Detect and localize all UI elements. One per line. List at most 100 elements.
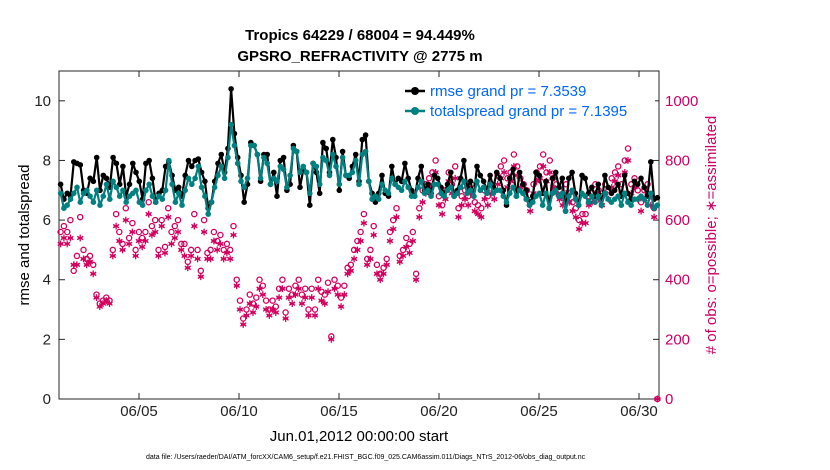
data-point-spread: [582, 193, 588, 199]
assimilated-obs-marker: [266, 312, 273, 319]
data-point-rmse: [189, 163, 195, 170]
data-point-rmse: [605, 184, 611, 191]
data-point-spread: [641, 196, 647, 202]
data-point-rmse: [271, 169, 277, 176]
data-point-spread: [648, 190, 654, 197]
assimilated-obs-marker: [223, 249, 231, 257]
data-point-spread: [566, 193, 572, 199]
possible-obs-marker: [73, 252, 81, 260]
assimilated-obs-marker: [181, 252, 188, 260]
assimilated-obs-marker: [272, 309, 280, 316]
data-point-spread: [185, 175, 192, 182]
data-point-rmse: [516, 169, 523, 176]
data-point-rmse: [648, 159, 654, 165]
assimilated-obs-marker: [83, 261, 91, 269]
data-point-rmse: [130, 160, 136, 167]
data-point-spread: [539, 202, 546, 208]
data-point-rmse: [402, 160, 408, 167]
possible-obs-marker: [256, 276, 263, 283]
possible-obs-marker: [579, 210, 586, 218]
series-lines: [57, 86, 661, 217]
data-point-spread: [218, 163, 225, 170]
assimilated-obs-marker: [334, 291, 342, 298]
data-point-rmse: [477, 172, 484, 179]
data-point-spread: [484, 190, 490, 197]
data-point-spread: [172, 199, 179, 205]
assimilated-obs-marker: [262, 306, 270, 313]
assimilated-obs-marker: [539, 163, 547, 170]
assimilated-obs-marker: [474, 210, 482, 218]
data-point-spread: [572, 196, 579, 202]
assimilated-obs-marker: [314, 285, 322, 293]
data-point-spread: [487, 181, 493, 188]
assimilated-obs-marker: [158, 222, 166, 230]
data-point-spread: [71, 190, 77, 197]
assimilated-obs-marker: [491, 195, 498, 203]
possible-obs-marker: [112, 210, 120, 218]
y-tick-label: 8: [43, 152, 51, 169]
assimilated-obs-marker: [207, 255, 214, 263]
assimilated-obs-marker: [119, 246, 126, 254]
assimilated-obs-marker: [275, 294, 283, 301]
data-point-spread: [366, 178, 372, 185]
possible-obs-marker: [341, 282, 348, 289]
assimilated-obs-marker: [393, 213, 400, 221]
possible-obs-marker: [298, 291, 306, 298]
data-point-spread: [244, 175, 251, 182]
assimilated-obs-marker: [295, 285, 302, 293]
data-point-rmse: [467, 178, 474, 185]
assimilated-obs-marker: [650, 213, 658, 221]
assimilated-obs-marker: [376, 276, 384, 284]
data-point-spread: [503, 199, 510, 205]
possible-obs-marker: [129, 219, 136, 227]
assimilated-obs-marker: [341, 291, 348, 298]
y2-axis-label: # of obs: o=possible; ∗=assimilated: [703, 116, 720, 355]
data-point-spread: [389, 175, 395, 182]
data-point-spread: [326, 172, 333, 179]
right-axis-ticks: 0 200 400 600 800 1000: [665, 93, 698, 408]
data-point-spread: [454, 190, 461, 197]
data-point-spread: [303, 169, 310, 176]
data-point-spread: [425, 187, 431, 194]
assimilated-obs-marker: [614, 172, 622, 179]
data-point-spread: [474, 178, 480, 185]
x-tick-label: 06/30: [620, 403, 658, 420]
data-point-spread: [530, 199, 536, 205]
assimilated-obs-marker: [484, 201, 492, 209]
legend: rmse grand pr = 7.3539 totalspread grand…: [400, 77, 655, 122]
possible-obs-marker: [217, 231, 224, 239]
data-point-spread: [602, 190, 608, 197]
data-point-spread: [589, 193, 595, 199]
possible-obs-marker: [295, 276, 302, 283]
assimilated-obs-marker: [477, 213, 485, 221]
assimilated-obs-marker: [122, 216, 130, 224]
data-point-spread: [536, 190, 543, 197]
assimilated-obs-marker: [80, 255, 87, 263]
possible-obs-marker: [80, 246, 87, 254]
data-point-spread: [654, 202, 661, 208]
assimilated-obs-marker: [611, 177, 619, 185]
data-point-spread: [402, 178, 408, 185]
data-point-rmse: [323, 145, 330, 152]
data-point-rmse: [641, 184, 647, 191]
assimilated-obs-marker: [279, 285, 286, 293]
data-point-spread: [441, 193, 448, 199]
possible-obs-marker: [497, 163, 505, 170]
data-point-rmse: [474, 163, 480, 170]
possible-obs-marker: [122, 204, 130, 212]
data-point-spread: [349, 169, 356, 176]
assimilated-obs-marker: [217, 240, 224, 248]
data-point-spread: [300, 163, 307, 170]
assimilated-obs-marker: [151, 228, 159, 236]
data-point-rmse: [552, 169, 559, 176]
possible-obs-marker: [608, 175, 615, 182]
possible-obs-marker: [279, 276, 286, 283]
data-point-spread: [520, 190, 526, 197]
data-point-rmse: [120, 163, 126, 170]
assimilated-obs-marker: [367, 255, 374, 263]
assimilated-obs-marker: [246, 300, 254, 307]
assimilated-obs-marker: [96, 303, 104, 310]
data-point-spread: [179, 202, 185, 208]
assimilated-obs-marker: [116, 237, 123, 245]
possible-obs-marker: [253, 294, 260, 301]
